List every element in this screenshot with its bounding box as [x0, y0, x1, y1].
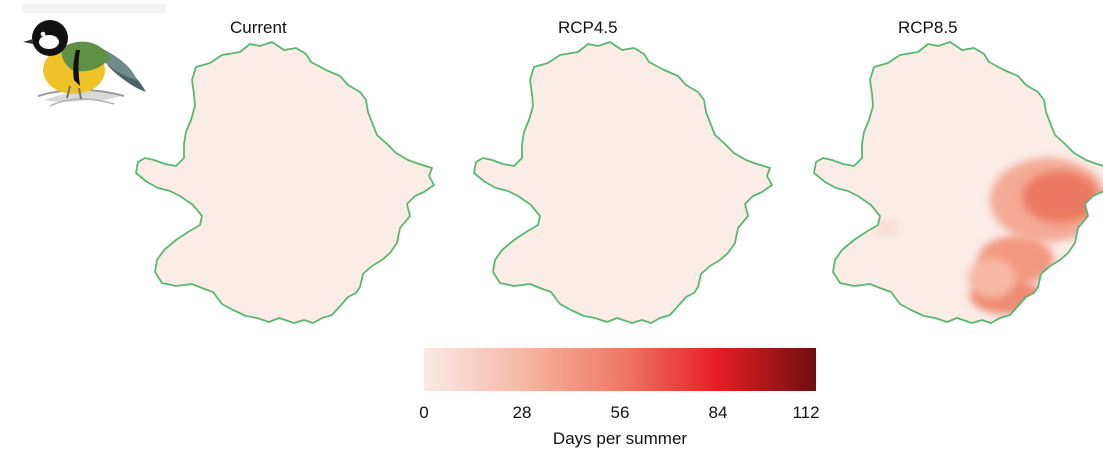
region-outline — [474, 42, 772, 323]
panel-title: RCP8.5 — [898, 18, 958, 38]
region-map — [466, 40, 806, 340]
legend-title: Days per summer — [424, 429, 816, 449]
legend-tick: 112 — [792, 403, 819, 423]
legend-ticks: 0 28 56 84 112 — [424, 403, 816, 423]
region-outline — [136, 42, 434, 323]
legend-tick: 84 — [709, 403, 728, 423]
map-panel-rcp45: RCP4.5 — [466, 18, 806, 338]
legend-color-bar — [424, 348, 816, 391]
region-map — [806, 40, 1103, 340]
panel-title: RCP4.5 — [558, 18, 618, 38]
color-legend: 0 28 56 84 112 Days per summer — [424, 348, 816, 450]
legend-tick: 56 — [611, 403, 630, 423]
legend-tick: 0 — [419, 403, 428, 423]
map-panel-rcp85: RCP8.5 — [806, 18, 1103, 338]
region-map — [128, 40, 468, 340]
legend-tick: 28 — [513, 403, 532, 423]
panel-title: Current — [230, 18, 287, 38]
map-panel-current: Current — [128, 18, 468, 338]
